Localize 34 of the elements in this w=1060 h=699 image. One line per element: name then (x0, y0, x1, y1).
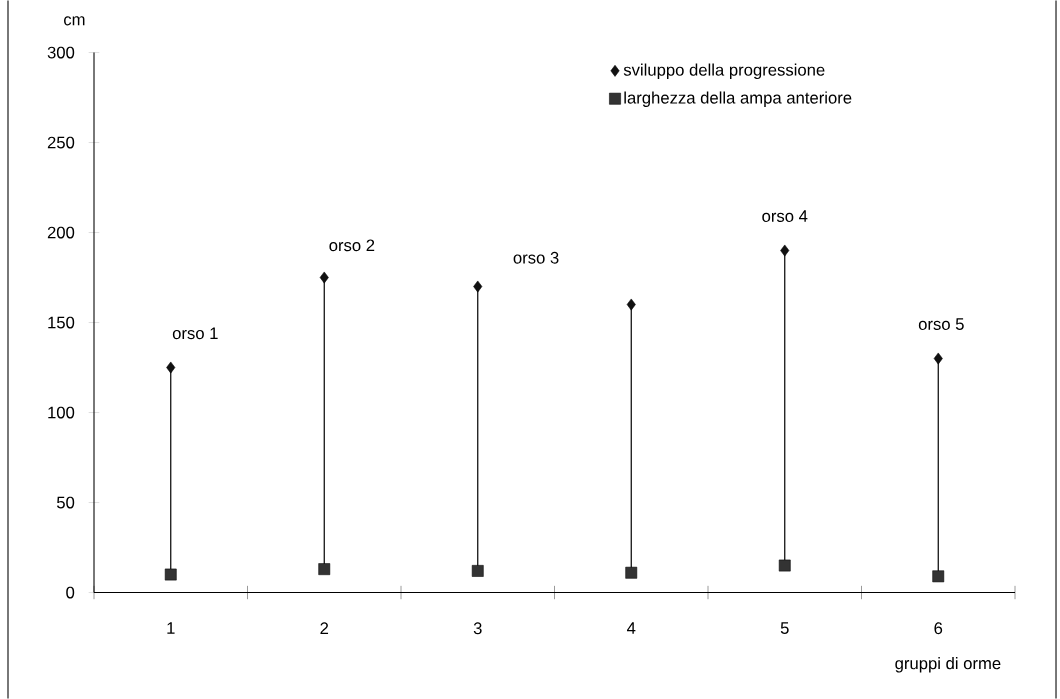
x-tick-label: 6 (934, 622, 943, 635)
point (318, 563, 331, 575)
x-tick-label: 1 (167, 622, 175, 634)
x-axis-title: gruppi di orme (895, 656, 1001, 673)
y-tick-label: 0 (66, 586, 75, 599)
point (471, 565, 484, 577)
annotation: orso 2 (329, 239, 375, 252)
annotation: orso 5 (918, 318, 964, 330)
y-tick-label: 50 (56, 496, 75, 509)
x-tick-label: 4 (627, 622, 636, 634)
x-tick-label: 5 (780, 622, 789, 634)
point (932, 570, 945, 583)
y-tick-label: 200 (47, 226, 75, 239)
y-tick-label: 150 (48, 316, 75, 329)
y-tick-label: 100 (48, 406, 75, 419)
x-tick-label: 2 (320, 622, 329, 634)
point (166, 361, 176, 374)
annotation: orso 1 (172, 327, 218, 340)
point (778, 559, 791, 572)
point (625, 566, 638, 579)
point (473, 280, 483, 293)
y-tick-label: 300 (47, 46, 75, 59)
x-tick-label: 3 (473, 622, 482, 635)
legend-label: larghezza della ampa anteriore (624, 91, 852, 107)
point (319, 271, 329, 284)
point (933, 352, 943, 365)
point (164, 568, 177, 581)
point (780, 244, 790, 257)
y-axis-title: cm (64, 16, 85, 26)
annotation: orso 3 (513, 251, 559, 264)
point (626, 298, 636, 311)
annotation: orso 4 (762, 210, 808, 222)
y-tick-label: 250 (47, 136, 75, 149)
legend-label: sviluppo della progressione (623, 63, 825, 80)
